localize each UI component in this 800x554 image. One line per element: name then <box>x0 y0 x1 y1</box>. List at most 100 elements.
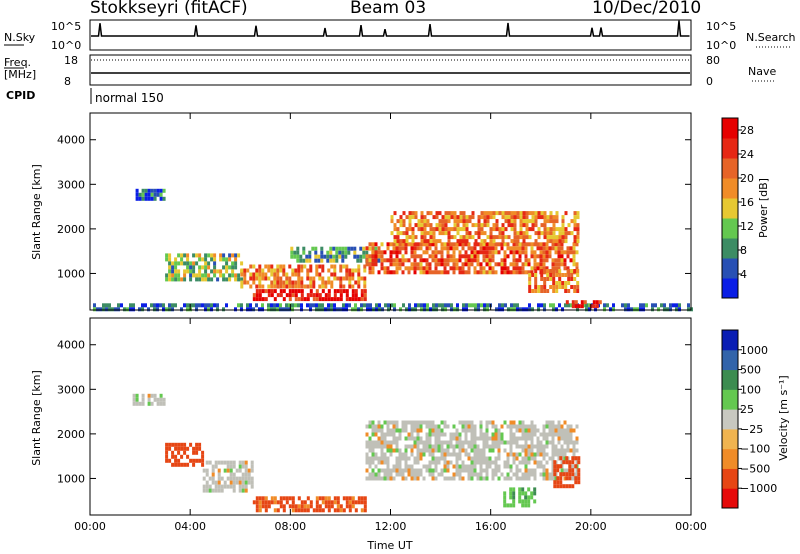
velocity-cell <box>404 436 408 441</box>
velocity-cell <box>530 424 534 429</box>
power-cell <box>282 289 286 294</box>
velocity-cell <box>348 508 352 513</box>
velocity-cell <box>577 480 581 485</box>
power-cell <box>395 242 399 247</box>
velocity-cell <box>374 456 378 461</box>
velocity-cell <box>452 464 456 469</box>
velocity-cell <box>443 460 447 465</box>
power-cell <box>378 307 381 312</box>
velocity-cell <box>241 460 245 465</box>
power-cell <box>108 303 111 308</box>
velocity-cell <box>566 448 570 453</box>
power-cell <box>255 297 259 302</box>
velocity-colorbar-swatch <box>722 428 738 450</box>
velocity-cell <box>192 458 196 463</box>
power-cell <box>399 307 402 312</box>
power-cell <box>425 258 429 263</box>
power-cell <box>567 231 571 236</box>
freq-tick-low: 8 <box>64 75 71 88</box>
velocity-cell <box>183 446 187 451</box>
power-cell <box>500 270 504 275</box>
velocity-colorbar-tick-label: −100 <box>740 443 770 456</box>
velocity-cell <box>202 476 206 481</box>
velocity-cell <box>377 476 381 481</box>
power-cell <box>123 307 126 312</box>
velocity-cell <box>542 468 546 473</box>
velocity-cell <box>464 440 468 445</box>
power-cell <box>479 266 483 271</box>
velocity-cell <box>568 476 572 481</box>
power-cell <box>630 307 633 312</box>
power-cell <box>480 303 483 308</box>
velocity-cell <box>556 468 560 473</box>
velocity-cell <box>198 458 202 463</box>
power-cell <box>495 235 499 240</box>
velocity-cell <box>577 476 581 481</box>
power-cell <box>336 276 340 281</box>
power-ytick-label: 3000 <box>57 178 85 191</box>
power-cell <box>507 307 510 312</box>
velocity-cell <box>351 500 355 505</box>
power-cell <box>426 223 430 228</box>
velocity-cell <box>229 464 233 469</box>
power-cell <box>300 289 304 294</box>
velocity-cell <box>416 424 420 429</box>
power-cell <box>222 253 226 258</box>
power-cell <box>548 246 552 251</box>
power-cell <box>222 307 225 312</box>
power-cell <box>380 254 384 259</box>
power-cell <box>434 246 438 251</box>
power-cell <box>467 254 471 259</box>
velocity-cell <box>443 468 447 473</box>
velocity-cell <box>563 420 567 425</box>
power-cell <box>207 277 211 282</box>
power-cell <box>636 307 639 312</box>
power-cell <box>429 307 432 312</box>
power-cell <box>392 246 396 251</box>
velocity-cell <box>267 504 271 509</box>
nsky-trace <box>91 20 690 37</box>
power-cell <box>464 242 468 247</box>
power-cell <box>204 303 207 308</box>
power-cell <box>483 239 487 244</box>
power-cell <box>465 239 469 244</box>
power-cell <box>515 258 519 263</box>
velocity-cell <box>422 452 426 457</box>
power-cell <box>327 307 330 312</box>
velocity-cell <box>336 500 340 505</box>
power-cell <box>159 196 163 201</box>
velocity-cell <box>515 436 519 441</box>
power-cell <box>341 246 345 251</box>
power-cell <box>416 266 420 271</box>
power-cell <box>192 253 196 258</box>
power-cell <box>150 188 154 193</box>
power-cell <box>171 273 175 278</box>
velocity-cell <box>467 420 471 425</box>
power-cell <box>396 219 400 224</box>
velocity-cell <box>365 440 369 445</box>
power-cell <box>177 253 181 258</box>
velocity-cell <box>452 472 456 477</box>
power-cell <box>431 254 435 259</box>
velocity-colorbar-swatch <box>722 488 738 509</box>
velocity-cell <box>506 503 510 508</box>
velocity-cell <box>354 500 358 505</box>
power-cell <box>165 277 169 282</box>
power-cell <box>297 264 301 269</box>
nsky-panel: N.Sky 10^5 10^0 10^5 10^0 N.Search <box>4 19 796 52</box>
velocity-cell <box>565 484 569 489</box>
power-cell <box>336 307 339 312</box>
power-cell <box>546 277 550 281</box>
velocity-cell <box>258 508 262 513</box>
power-cell <box>492 235 496 240</box>
power-cell <box>456 239 460 244</box>
power-cell <box>531 219 535 224</box>
power-cell <box>672 303 675 308</box>
power-cell <box>462 235 466 240</box>
velocity-cell <box>168 442 172 447</box>
power-cell <box>444 303 447 308</box>
velocity-cell <box>383 444 387 449</box>
velocity-cell <box>342 496 346 501</box>
power-cell <box>570 303 573 308</box>
power-cell <box>443 262 447 267</box>
